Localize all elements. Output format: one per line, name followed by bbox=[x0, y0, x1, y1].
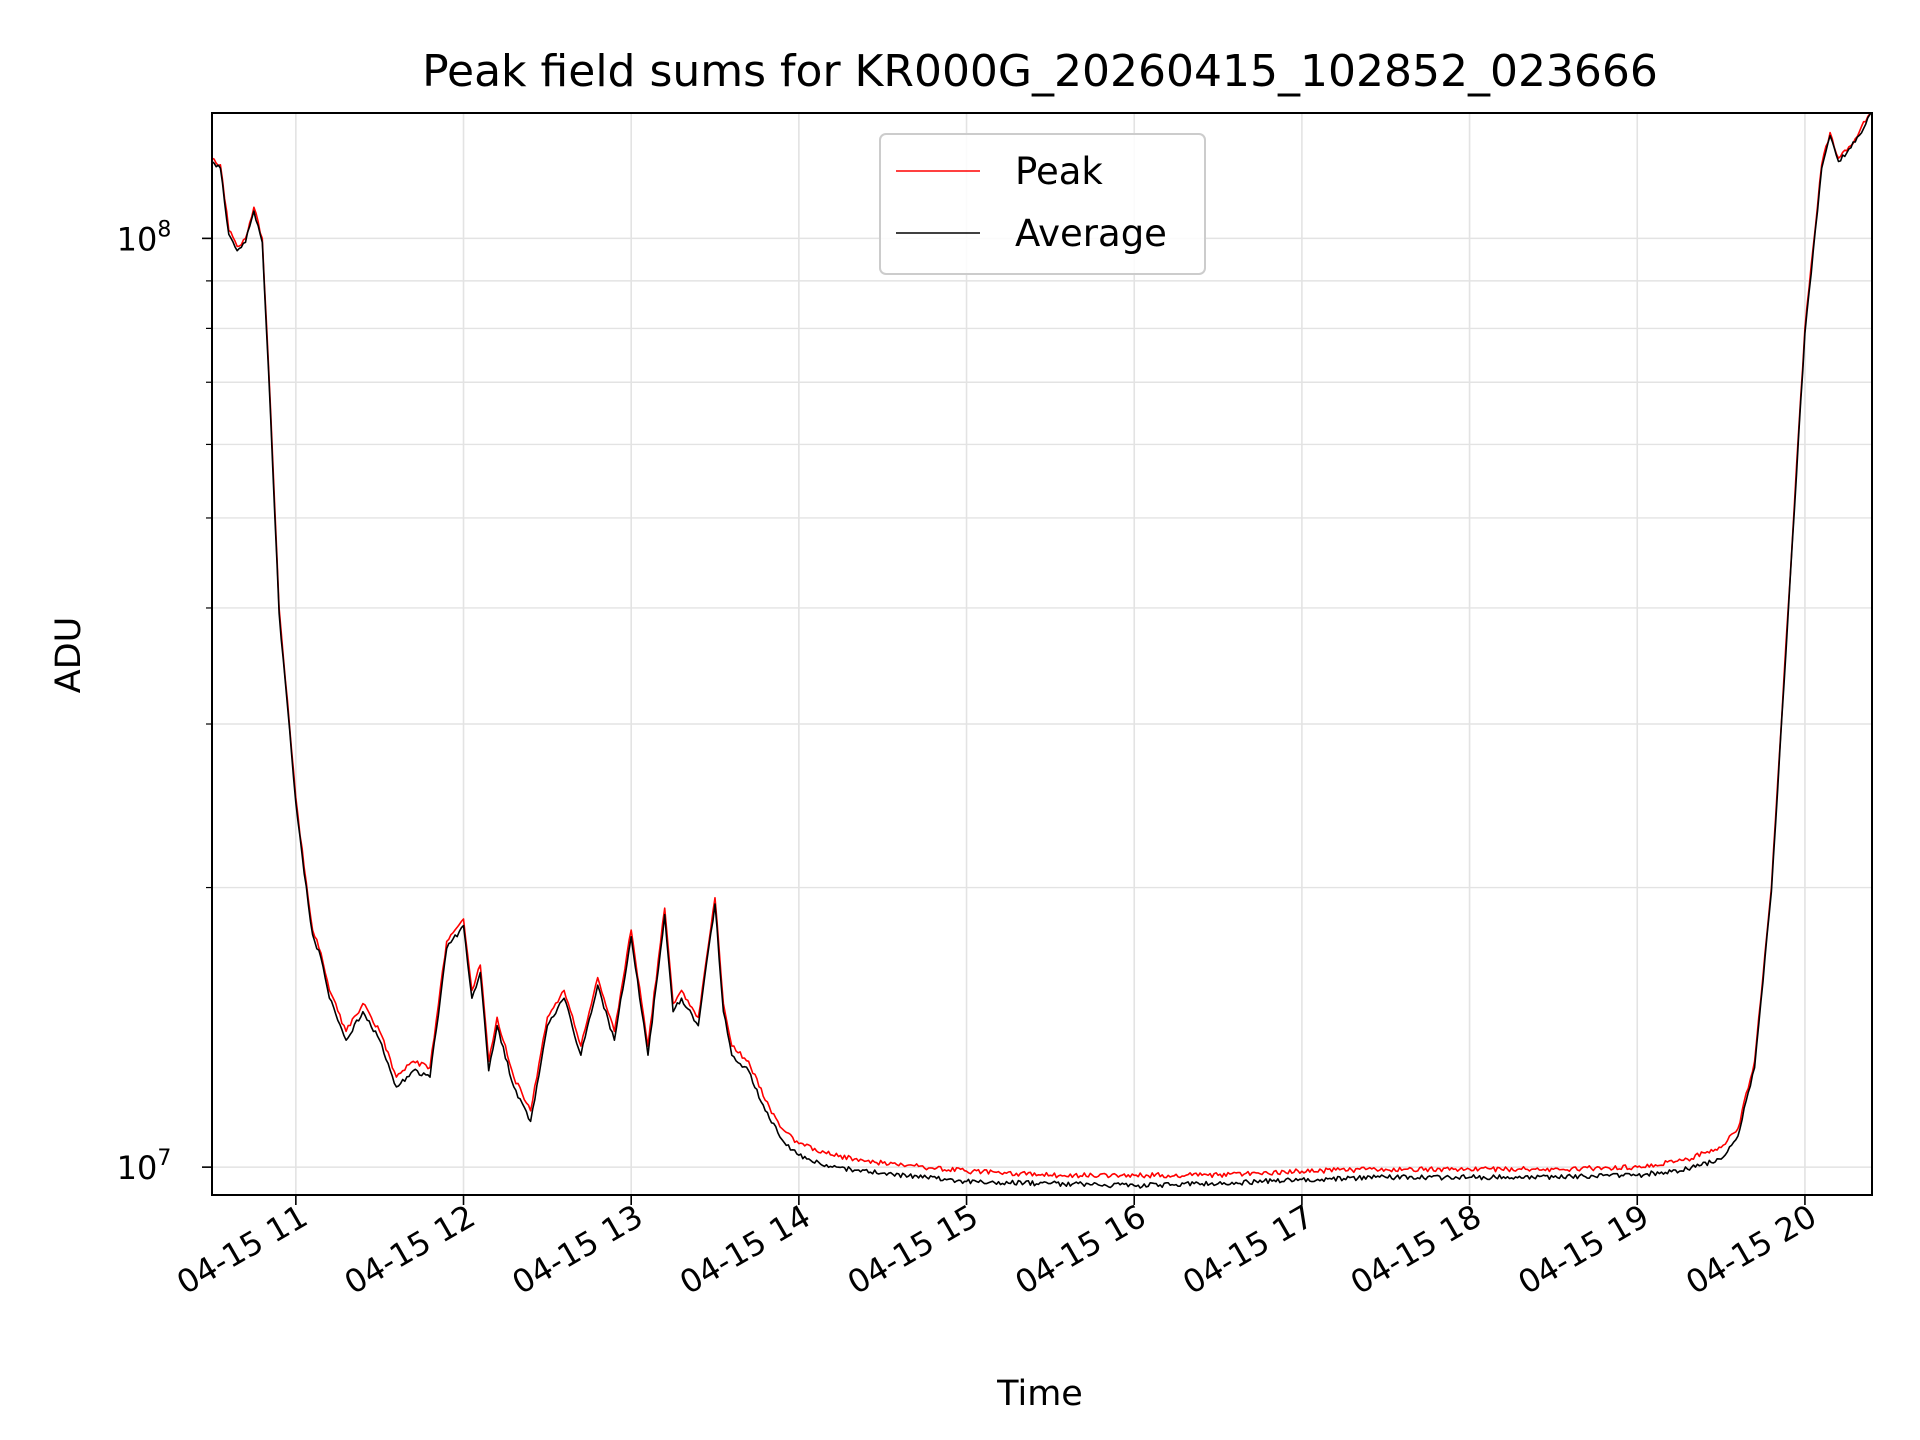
y-axis-ticks: 107 108 bbox=[117, 217, 212, 1187]
y-tick-label: 107 bbox=[117, 1146, 172, 1187]
y-tick-label: 108 bbox=[117, 217, 172, 258]
y-axis-label: ADU bbox=[49, 617, 89, 694]
series-line-average bbox=[212, 113, 1872, 1189]
plot-frame bbox=[211, 112, 1873, 1196]
series-lines bbox=[212, 113, 1872, 1189]
legend-label-peak: Peak bbox=[1015, 150, 1103, 193]
legend: Peak Average bbox=[879, 133, 1206, 275]
legend-box bbox=[879, 133, 1206, 275]
series-line-peak bbox=[212, 113, 1872, 1179]
chart-title: Peak field sums for KR000G_20260415_1028… bbox=[422, 46, 1658, 97]
x-axis-label: Time bbox=[996, 1374, 1083, 1414]
legend-label-average: Average bbox=[1015, 212, 1167, 255]
